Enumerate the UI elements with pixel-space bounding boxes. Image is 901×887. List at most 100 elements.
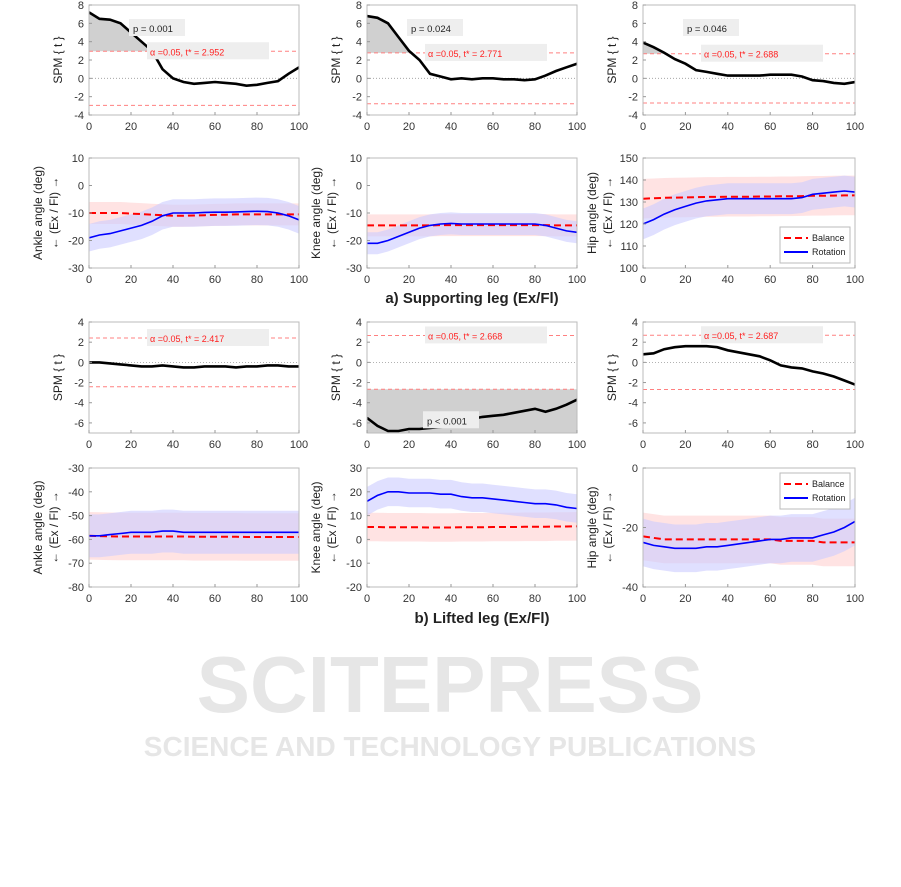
balance-mean-line [643,535,855,544]
plot-area [643,175,855,240]
x-tick-label: 80 [806,439,818,451]
x-tick-label: 20 [679,593,691,605]
suprathreshold-cluster [367,16,409,53]
plot-area [89,11,299,106]
y-tick-label: 4 [632,37,638,49]
spm-t-curve [643,41,855,86]
p-value-label: p = 0.001 [133,24,173,35]
y-axis-direction-label: ← (Ex / Fl) → [47,491,61,564]
x-tick-label: 0 [86,274,92,286]
threshold-label: α =0.05, t* = 2.688 [704,50,778,60]
y-tick-label: 10 [350,511,362,523]
y-axis-label: SPM { t } [329,354,343,401]
y-tick-label: 150 [620,153,638,165]
threshold-label: α =0.05, t* = 2.952 [150,47,224,57]
x-tick-label: 0 [364,274,370,286]
y-tick-label: 6 [632,18,638,30]
y-axis-label: SPM { t } [605,354,619,401]
y-tick-label: -60 [68,534,84,546]
y-tick-label: -2 [628,378,638,390]
p-value-bg [129,19,185,36]
y-tick-label: -4 [74,110,84,122]
subplot-1-1: 0 20 40 60 80 100 -30 -20 -10 0 10 Knee angle (deg)… [309,153,586,286]
y-tick-label: 20 [350,487,362,499]
subplot-3-0: 0 20 40 60 80 100 -80 -70 -60 -50 -40 -30 Ankle angl… [31,463,308,605]
x-tick-label: 60 [487,439,499,451]
x-tick-label: 40 [445,121,457,133]
subplot-3-2: Balance Rotation 0 20 40 60 80 100 -40 -20 0 Hip an… [585,463,864,605]
rotation-mean-line [643,520,855,550]
suprathreshold-cluster [89,12,152,52]
y-tick-label: 8 [356,0,362,12]
y-axis-label: SPM { t } [51,36,65,83]
legend-box [779,472,851,510]
y-tick-label: 2 [356,337,362,349]
y-tick-label: -2 [352,92,362,104]
y-tick-label: -80 [68,582,84,594]
legend-box [779,226,851,264]
x-tick-label: 60 [209,121,221,133]
plot-area [367,477,577,542]
y-axis-label: SPM { t } [329,36,343,83]
legend: Balance Rotation [779,472,851,510]
section-title-a: a) Supporting leg (Ex/Fl) [385,290,558,307]
x-tick-label: 0 [640,274,646,286]
y-tick-label: 6 [356,18,362,30]
y-tick-label: 6 [78,18,84,30]
y-tick-label: -6 [74,418,84,430]
x-tick-label: 100 [290,121,308,133]
rotation-sd-band [643,175,855,240]
y-tick-label: -4 [352,110,362,122]
threshold-label-bg [701,326,823,344]
y-tick-label: 0 [78,357,84,369]
rotation-sd-band [367,477,577,523]
x-tick-label: 60 [487,274,499,286]
subplot-1-0: 0 20 40 60 80 100 -30 -20 -10 0 10 Ankle angle (deg… [31,153,308,286]
threshold-label-bg [425,326,547,344]
x-tick-label: 40 [167,593,179,605]
x-tick-label: 40 [167,274,179,286]
y-tick-label: 4 [78,317,84,329]
x-tick-label: 80 [529,121,541,133]
y-tick-label: 2 [78,55,84,67]
x-tick-label: 20 [679,121,691,133]
y-axis-label: SPM { t } [51,354,65,401]
subplot-3-1: 0 20 40 60 80 100 -20 -10 0 10 20 30 Knee angle (deg… [309,463,586,605]
y-tick-label: 2 [78,337,84,349]
balance-mean-line [367,525,577,529]
y-axis-label: Knee angle (deg) [309,167,323,259]
y-tick-label: 0 [356,357,362,369]
y-tick-label: -6 [628,418,638,430]
legend-rotation-label: Rotation [812,493,846,503]
p-value-label: p = 0.024 [411,24,451,35]
y-tick-label: -20 [622,523,638,535]
p-value-label: p < 0.001 [427,416,467,427]
y-tick-label: 30 [350,463,362,475]
y-tick-label: 4 [78,37,84,49]
rotation-mean-line [367,222,577,245]
x-tick-label: 60 [209,274,221,286]
threshold-label: α =0.05, t* = 2.417 [150,334,224,344]
x-tick-label: 60 [209,593,221,605]
x-tick-label: 80 [529,439,541,451]
y-axis-label: Ankle angle (deg) [31,166,45,260]
x-tick-label: 60 [764,274,776,286]
y-tick-label: 140 [620,175,638,187]
x-tick-label: 20 [125,439,137,451]
x-tick-label: 40 [445,274,457,286]
x-tick-label: 20 [403,593,415,605]
y-tick-label: 0 [632,463,638,475]
x-tick-label: 20 [679,439,691,451]
x-tick-label: 0 [86,593,92,605]
x-tick-label: 100 [568,593,586,605]
axes-box [366,467,578,588]
x-tick-label: 0 [640,593,646,605]
threshold-label: α =0.05, t* = 2.771 [428,49,502,59]
y-tick-label: -4 [352,398,362,410]
x-tick-label: 60 [764,439,776,451]
x-tick-label: 80 [529,274,541,286]
subplot-2-0: α =0.05, t* = 2.417 0 20 40 60 80 100 -6 -4 -2 0 2 4… [51,317,308,451]
y-axis-direction-label: ← (Ex / Fl) → [601,491,615,564]
